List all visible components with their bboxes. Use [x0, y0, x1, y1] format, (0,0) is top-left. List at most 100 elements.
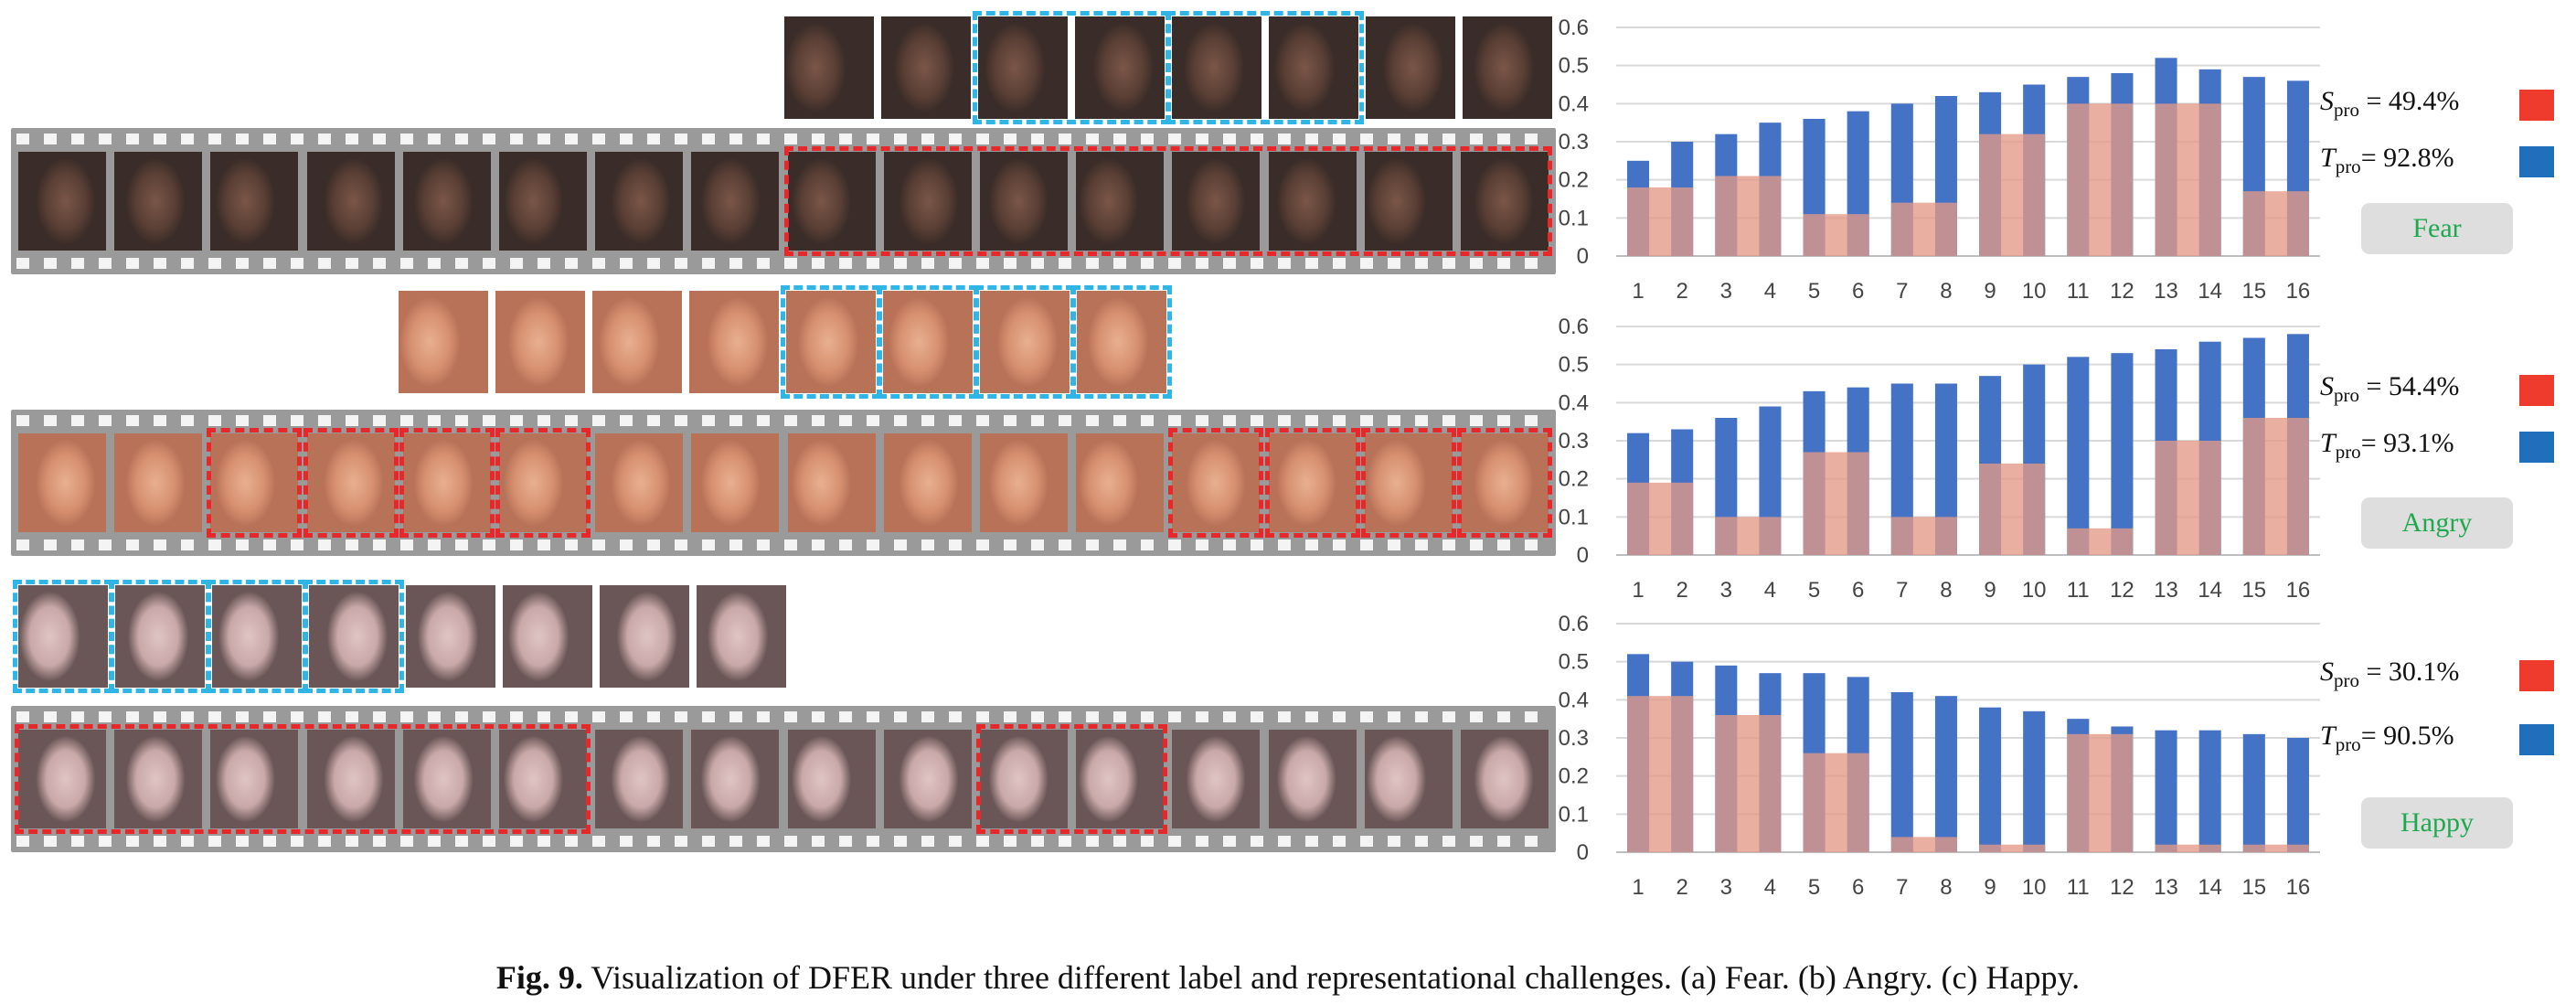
film-perforations-bottom — [16, 258, 1550, 269]
teacher-bar — [2286, 738, 2309, 852]
student-bar — [1715, 517, 1782, 555]
x-tick-label: 3 — [1720, 578, 1732, 603]
student-bar — [2155, 844, 2221, 852]
film-strip — [11, 706, 1556, 852]
student-selected-frames-box — [1264, 428, 1360, 538]
student-selected-frames-box — [1168, 428, 1264, 538]
video-frame — [402, 433, 491, 532]
video-frame — [787, 433, 876, 532]
video-frame — [1364, 730, 1453, 828]
video-frame — [306, 433, 395, 532]
video-frame — [499, 152, 587, 251]
x-tick-label: 1 — [1632, 279, 1644, 304]
video-frame — [980, 730, 1068, 828]
video-frame — [18, 730, 106, 828]
teacher-selected-frames-box — [1071, 285, 1172, 399]
video-frame — [1364, 152, 1453, 251]
t-pro-value: = 92.8% — [2360, 143, 2454, 173]
x-tick-label: 5 — [1808, 578, 1820, 603]
video-frame — [1364, 433, 1453, 532]
emotion-label: Fear — [2361, 203, 2513, 254]
figure-caption: Fig. 9. Visualization of DFER under thre… — [0, 958, 2576, 997]
x-tick-label: 15 — [2241, 279, 2266, 304]
x-tick-label: 1 — [1632, 578, 1644, 603]
x-tick-label: 8 — [1940, 578, 1952, 603]
teacher-selected-frames-box — [303, 580, 404, 693]
video-frame — [1076, 730, 1165, 828]
y-tick-label: 0 — [1577, 244, 1589, 269]
student-bar — [1803, 452, 1869, 555]
figure-number: Fig. 9. — [495, 959, 583, 996]
caption-text: Visualization of DFER under three differ… — [582, 959, 2081, 996]
student-selected-frames-box — [976, 724, 1168, 834]
teacher-bar — [2155, 730, 2177, 852]
student-bar — [1803, 214, 1869, 256]
legend-student: Spro = 30.1% — [2320, 655, 2576, 700]
teacher-selected-frames-box — [13, 580, 113, 693]
video-frame — [1461, 152, 1549, 251]
video-frame — [499, 730, 587, 828]
y-tick-label: 0.1 — [1559, 505, 1589, 529]
x-tick-label: 13 — [2154, 875, 2178, 900]
emotion-label: Happy — [2361, 797, 2513, 849]
student-swatch — [2519, 375, 2554, 406]
student-swatch — [2519, 90, 2554, 121]
film-perforations-bottom — [16, 539, 1550, 550]
video-frame — [1461, 730, 1549, 828]
video-frame — [595, 730, 684, 828]
teacher-swatch — [2519, 146, 2554, 177]
student-bar — [1715, 176, 1782, 256]
x-tick-label: 13 — [2154, 578, 2178, 603]
film-strip — [11, 128, 1556, 274]
film-strip — [11, 410, 1556, 556]
student-selected-frames-box — [303, 428, 399, 538]
video-frame — [1076, 433, 1165, 532]
x-tick-label: 8 — [1940, 279, 1952, 304]
bar-chart-happy: 00.10.20.30.40.50.61 2 3 4 5 6 7 8 9 10 11 12 13 14 15… — [1559, 612, 2320, 900]
student-bar — [2242, 844, 2309, 852]
x-tick-label: 9 — [1984, 578, 1996, 603]
video-frame — [1268, 730, 1357, 828]
student-bar — [1890, 517, 1957, 555]
video-frame-thumbnail — [978, 16, 1068, 119]
x-tick-label: 3 — [1720, 875, 1732, 900]
emotion-label: Angry — [2361, 497, 2513, 549]
y-tick-label: 0 — [1577, 543, 1589, 568]
film-perforations-top — [16, 415, 1550, 426]
x-tick-label: 16 — [2286, 578, 2311, 603]
x-tick-label: 2 — [1677, 875, 1688, 900]
x-tick-label: 11 — [2067, 578, 2090, 603]
x-tick-label: 4 — [1764, 279, 1776, 304]
video-frame — [114, 433, 203, 532]
video-frame-thumbnail — [786, 291, 876, 393]
video-frame-thumbnail — [592, 291, 682, 393]
video-frame — [1172, 152, 1261, 251]
teacher-bar — [1890, 692, 1913, 852]
teacher-selected-frames-box — [878, 285, 978, 399]
x-tick-label: 8 — [1940, 875, 1952, 900]
x-tick-label: 7 — [1896, 279, 1908, 304]
x-tick-label: 15 — [2241, 578, 2266, 603]
film-perforations-bottom — [16, 836, 1550, 847]
x-tick-label: 16 — [2286, 279, 2311, 304]
top-frame-strip — [13, 580, 795, 695]
y-tick-label: 0.1 — [1559, 206, 1589, 230]
video-frame-thumbnail — [309, 585, 399, 688]
t-pro-value: = 90.5% — [2360, 721, 2454, 751]
legend-teacher: Tpro= 90.5% — [2320, 719, 2576, 764]
student-bar — [2155, 441, 2221, 555]
x-tick-label: 4 — [1764, 578, 1776, 603]
x-tick-label: 16 — [2286, 875, 2311, 900]
video-frame-thumbnail — [980, 291, 1070, 393]
x-tick-label: 6 — [1852, 875, 1864, 900]
video-frame-thumbnail — [1269, 16, 1358, 119]
student-bar — [1803, 753, 1869, 852]
video-frame-thumbnail — [1172, 16, 1261, 119]
film-perforations-top — [16, 134, 1550, 144]
video-frame — [210, 730, 299, 828]
x-tick-label: 12 — [2110, 578, 2134, 603]
x-tick-label: 9 — [1984, 279, 1996, 304]
legend-student: Spro = 49.4% — [2320, 84, 2576, 130]
video-frame-thumbnail — [115, 585, 205, 688]
video-frame — [980, 152, 1068, 251]
